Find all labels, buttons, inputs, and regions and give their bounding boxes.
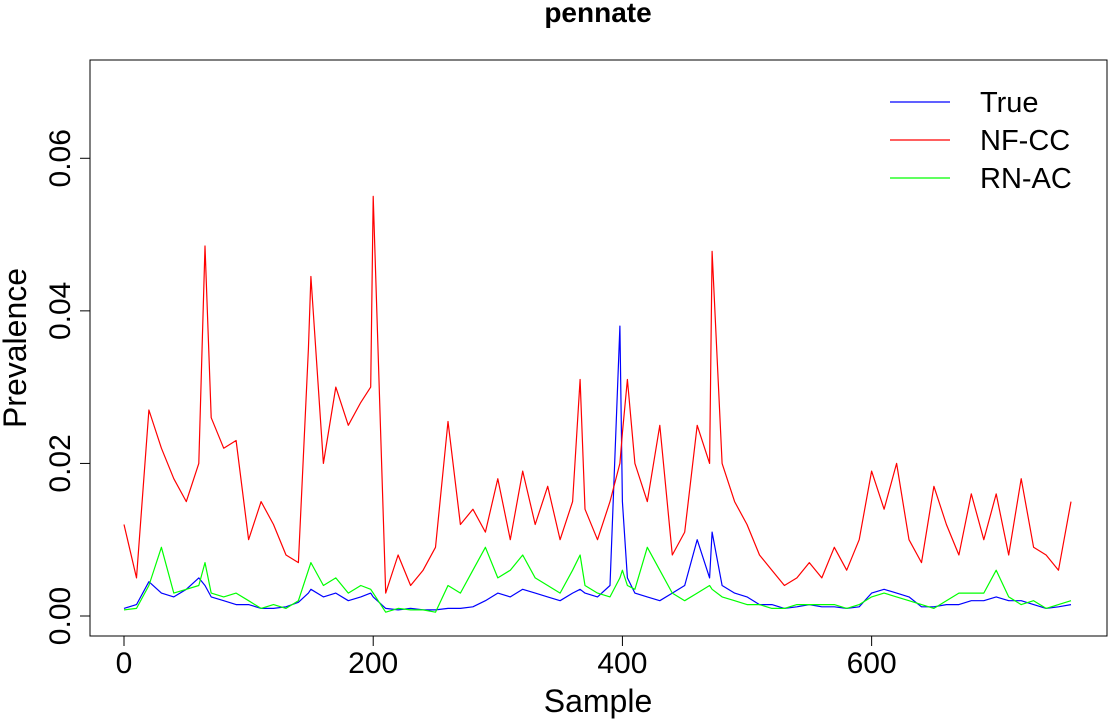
- x-tick-label: 200: [348, 647, 398, 680]
- x-tick-label: 0: [116, 647, 133, 680]
- chart-title: pennate: [544, 0, 651, 28]
- legend-label: NF-CC: [980, 125, 1070, 157]
- x-axis-label: Sample: [544, 683, 653, 719]
- series-layer: [123, 195, 1072, 613]
- y-tick-label: 0.02: [44, 434, 77, 492]
- y-tick-label: 0.04: [44, 282, 77, 340]
- y-axis: 0.00 0.02 0.04 0.06: [44, 82, 91, 645]
- plot-frame: [89, 59, 1108, 637]
- legend-label: True: [980, 87, 1039, 119]
- y-tick-label: 0.00: [44, 587, 77, 645]
- series-line-nf-cc: [123, 195, 1072, 594]
- x-tick-label: 600: [847, 647, 897, 680]
- y-tick-label: 0.06: [44, 129, 77, 187]
- x-tick-label: 400: [597, 647, 647, 680]
- series-line-true: [123, 325, 1072, 611]
- legend: True NF-CC RN-AC: [890, 87, 1072, 195]
- series-line-rn-ac: [123, 546, 1072, 613]
- x-axis: 0 200 400 600: [116, 635, 897, 680]
- legend-label: RN-AC: [980, 163, 1072, 195]
- y-axis-label: Prevalence: [0, 268, 33, 428]
